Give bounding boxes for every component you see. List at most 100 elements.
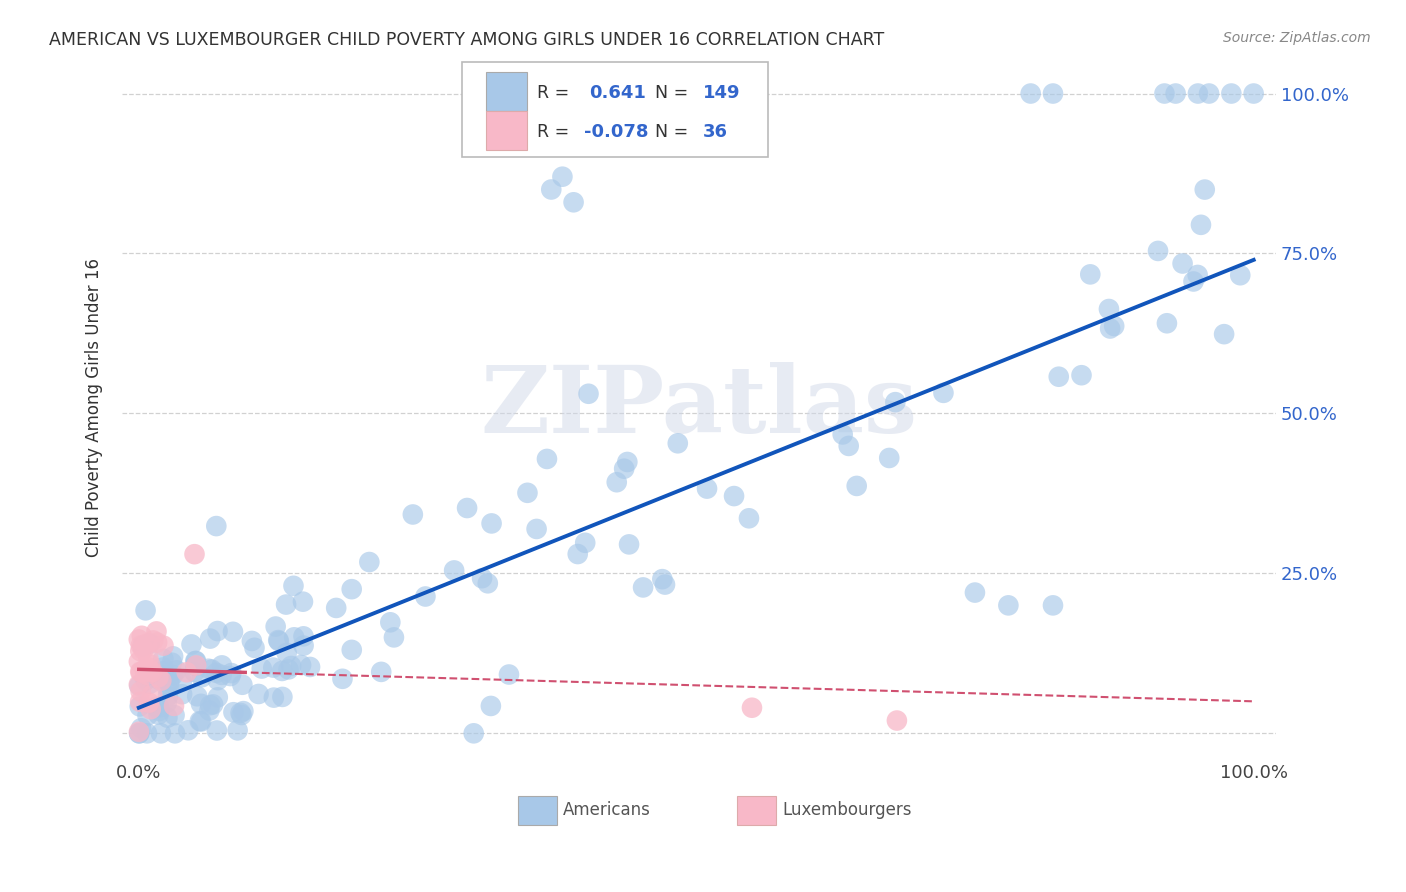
Point [222, 705, 245, 719]
Point [616, 455, 638, 469]
Point [443, 563, 465, 577]
Point [128, 699, 150, 714]
Point [134, 662, 156, 676]
Point [1243, 87, 1265, 101]
Point [1164, 87, 1187, 101]
Text: -0.078: -0.078 [583, 123, 648, 141]
Point [163, 726, 186, 740]
Point [129, 721, 152, 735]
Point [1078, 268, 1101, 282]
Point [145, 624, 167, 639]
Point [276, 646, 298, 660]
Point [135, 673, 157, 688]
Point [198, 632, 221, 646]
Point [135, 637, 157, 651]
Point [456, 501, 478, 516]
Text: Americans: Americans [562, 801, 651, 819]
FancyBboxPatch shape [485, 111, 527, 150]
Point [186, 690, 208, 704]
Point [471, 571, 494, 585]
Point [231, 678, 253, 692]
Point [135, 603, 157, 617]
Point [370, 665, 392, 679]
Point [198, 698, 221, 713]
Point [1187, 268, 1209, 282]
Point [1213, 327, 1236, 342]
Point [152, 639, 174, 653]
Text: AMERICAN VS LUXEMBOURGER CHILD POVERTY AMONG GIRLS UNDER 16 CORRELATION CHART: AMERICAN VS LUXEMBOURGER CHILD POVERTY A… [49, 31, 884, 49]
Point [163, 698, 186, 713]
Point [481, 516, 503, 531]
Point [148, 704, 170, 718]
Point [540, 182, 562, 196]
Point [129, 639, 152, 653]
Point [243, 640, 266, 655]
Point [877, 450, 900, 465]
Point [631, 581, 654, 595]
Point [156, 696, 179, 710]
Point [142, 633, 165, 648]
Point [231, 708, 253, 723]
Point [1042, 599, 1064, 613]
Point [562, 195, 585, 210]
Point [146, 635, 169, 649]
Point [606, 475, 628, 490]
Point [166, 663, 188, 677]
Point [1194, 183, 1216, 197]
Point [148, 700, 170, 714]
Point [280, 659, 302, 673]
Point [1189, 218, 1212, 232]
Point [291, 595, 314, 609]
Point [148, 707, 170, 722]
Text: Source: ZipAtlas.com: Source: ZipAtlas.com [1223, 31, 1371, 45]
Point [477, 576, 499, 591]
Point [613, 461, 636, 475]
FancyBboxPatch shape [485, 72, 527, 112]
Point [299, 660, 322, 674]
Point [128, 679, 150, 693]
Point [197, 662, 219, 676]
Point [211, 658, 233, 673]
Point [402, 508, 425, 522]
Point [578, 386, 600, 401]
Point [1070, 368, 1092, 383]
Point [267, 634, 290, 648]
FancyBboxPatch shape [737, 796, 776, 825]
Point [574, 536, 596, 550]
Point [129, 665, 152, 679]
Point [145, 699, 167, 714]
Point [654, 577, 676, 591]
Point [184, 654, 207, 668]
Point [148, 670, 170, 684]
Point [292, 629, 315, 643]
Point [186, 658, 208, 673]
Point [498, 667, 520, 681]
Point [567, 547, 589, 561]
Point [132, 642, 155, 657]
Point [617, 537, 640, 551]
Point [264, 619, 287, 633]
Point [340, 643, 363, 657]
Point [128, 724, 150, 739]
Point [149, 726, 172, 740]
FancyBboxPatch shape [463, 62, 768, 157]
Point [205, 723, 228, 738]
Point [152, 660, 174, 674]
Point [271, 690, 294, 704]
Point [222, 624, 245, 639]
Point [1147, 244, 1170, 258]
Y-axis label: Child Poverty Among Girls Under 16: Child Poverty Among Girls Under 16 [86, 258, 103, 557]
Point [1042, 87, 1064, 101]
Point [170, 674, 193, 689]
Point [128, 632, 150, 647]
Point [139, 657, 162, 672]
Point [129, 644, 152, 658]
Point [211, 668, 233, 682]
Point [1198, 87, 1220, 101]
Text: R =: R = [537, 85, 569, 103]
Point [723, 489, 745, 503]
Point [205, 665, 228, 680]
Point [202, 698, 225, 712]
Text: R =: R = [537, 123, 569, 141]
Point [136, 668, 159, 682]
